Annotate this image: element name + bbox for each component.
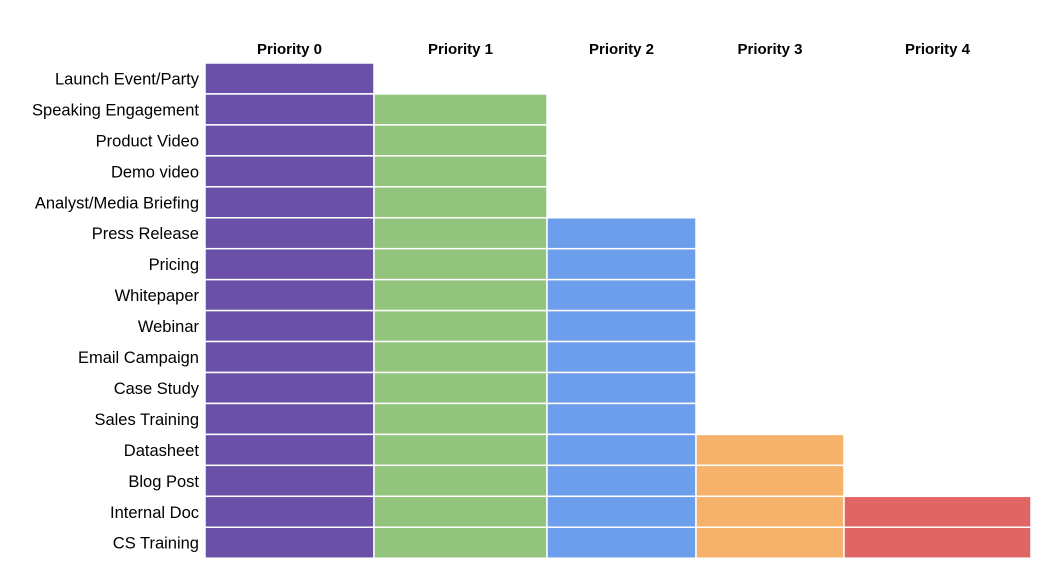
column-header-priority-3: Priority 3 [737, 41, 802, 58]
cell-priority-2 [546, 247, 697, 281]
row-label: Case Study [114, 380, 200, 398]
row-labels: Launch Event/Party Speaking Engagement Pro… [32, 70, 200, 552]
row-label: Datasheet [124, 442, 200, 460]
row-label: Pricing [149, 256, 199, 274]
row-label: Launch Event/Party [55, 70, 200, 88]
cell-priority-1 [373, 217, 548, 250]
cell-priority-3 [695, 433, 845, 467]
cell-priority-2 [546, 495, 697, 528]
cell-priority-2 [546, 402, 697, 436]
row-label: Webinar [138, 318, 200, 336]
column-header-priority-0: Priority 0 [257, 41, 322, 58]
cell-priority-3 [695, 526, 845, 559]
cell-priority-1 [373, 278, 548, 312]
column-header-priority-2: Priority 2 [589, 41, 654, 58]
cell-priority-0 [204, 247, 375, 281]
column-header-priority-1: Priority 1 [428, 41, 493, 58]
cell-priority-2 [546, 464, 697, 498]
cell-priority-1 [373, 402, 548, 436]
cell-priority-0 [204, 217, 375, 250]
cell-priority-0 [204, 124, 375, 157]
cell-priority-1 [373, 526, 548, 559]
cell-priority-1 [373, 371, 548, 405]
cell-priority-1 [373, 464, 548, 498]
cell-priority-0 [204, 433, 375, 467]
cell-priority-4 [843, 495, 1032, 528]
row-label: Blog Post [128, 473, 199, 491]
cell-priority-0 [204, 155, 375, 188]
cell-priority-2 [546, 371, 697, 405]
cell-priority-0 [204, 309, 375, 343]
cell-priority-0 [204, 93, 375, 126]
row-label: Press Release [92, 225, 199, 243]
cell-priority-2 [546, 340, 697, 374]
cell-priority-0 [204, 340, 375, 374]
row-label: CS Training [113, 535, 199, 553]
cell-priority-1 [373, 495, 548, 528]
cell-priority-2 [546, 309, 697, 343]
cell-priority-4 [843, 526, 1032, 559]
cell-priority-0 [204, 495, 375, 528]
cell-priority-0 [204, 371, 375, 405]
cell-priority-1 [373, 155, 548, 188]
cell-priority-0 [204, 278, 375, 312]
cell-priority-3 [695, 464, 845, 498]
column-headers: Priority 0 Priority 1 Priority 2 Priority 3… [257, 41, 971, 58]
cell-priority-0 [204, 526, 375, 559]
cell-priority-0 [204, 402, 375, 436]
row-label: Analyst/Media Briefing [35, 194, 199, 212]
cell-priority-2 [546, 526, 697, 559]
cell-priority-1 [373, 309, 548, 343]
cell-priority-2 [546, 217, 697, 250]
cell-priority-1 [373, 93, 548, 126]
cell-priority-0 [204, 186, 375, 219]
column-header-priority-4: Priority 4 [905, 41, 971, 58]
row-label: Internal Doc [110, 504, 199, 522]
row-label: Product Video [96, 132, 199, 150]
row-label: Email Campaign [78, 349, 199, 367]
cell-priority-1 [373, 186, 548, 219]
row-label: Whitepaper [115, 287, 200, 305]
cell-priority-0 [204, 62, 375, 95]
row-label: Demo video [111, 163, 199, 181]
cell-priority-3 [695, 495, 845, 528]
row-label: Sales Training [94, 411, 199, 429]
cell-priority-1 [373, 124, 548, 157]
cell-priority-0 [204, 464, 375, 498]
cell-priority-1 [373, 340, 548, 374]
cell-priority-2 [546, 433, 697, 467]
chart-cells [204, 62, 1032, 559]
cell-priority-1 [373, 247, 548, 281]
cell-priority-1 [373, 433, 548, 467]
cell-priority-2 [546, 278, 697, 312]
row-label: Speaking Engagement [32, 101, 199, 119]
